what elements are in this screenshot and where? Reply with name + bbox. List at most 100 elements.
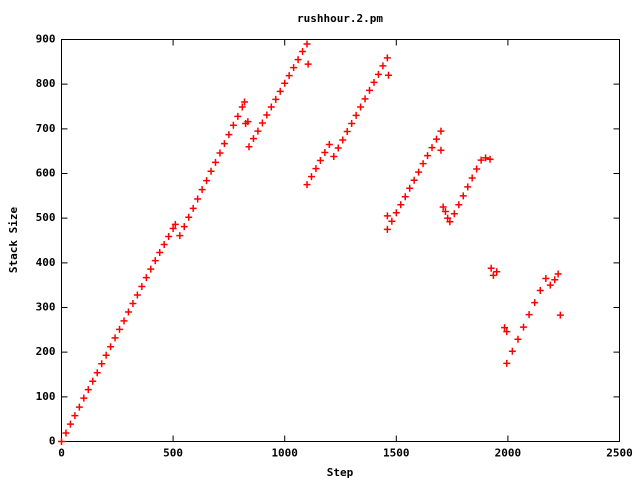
point (384, 71, 392, 79)
point (546, 281, 554, 289)
point (525, 311, 533, 319)
point (312, 165, 320, 173)
point (383, 225, 391, 233)
y-tick-label: 700 (36, 122, 56, 135)
point (180, 223, 188, 231)
point (383, 54, 391, 62)
point (294, 56, 302, 64)
point (348, 119, 356, 127)
point (503, 359, 511, 367)
point (366, 86, 374, 94)
x-axis-label: Step (327, 466, 354, 479)
point (482, 154, 490, 162)
point (147, 265, 155, 273)
point (437, 146, 445, 154)
point (303, 40, 311, 48)
point (276, 87, 284, 95)
x-tick-label: 500 (163, 447, 183, 460)
point (531, 299, 539, 307)
point (334, 144, 342, 152)
point (71, 412, 79, 420)
point (486, 155, 494, 163)
point (554, 270, 562, 278)
point (379, 62, 387, 70)
point (241, 98, 249, 106)
x-tick-label: 1500 (383, 447, 410, 460)
point (406, 184, 414, 192)
point (439, 203, 447, 211)
point (124, 308, 132, 316)
point (225, 131, 233, 139)
y-tick-label: 900 (36, 33, 56, 46)
point (303, 181, 311, 189)
chart-title: rushhour.2.pm (297, 12, 383, 25)
point (258, 119, 266, 127)
point (316, 157, 324, 165)
point (556, 311, 564, 319)
point (75, 403, 83, 411)
point (156, 249, 164, 257)
point (437, 127, 445, 135)
point (325, 140, 333, 148)
point (185, 213, 193, 221)
point (473, 165, 481, 173)
point (307, 173, 315, 181)
point (220, 140, 228, 148)
point (160, 241, 168, 249)
point (216, 149, 224, 157)
y-tick-label: 0 (49, 435, 56, 448)
point (383, 212, 391, 220)
point (111, 334, 119, 342)
point (477, 156, 485, 164)
point (98, 360, 106, 368)
y-tick-label: 400 (36, 256, 56, 269)
point (245, 143, 253, 151)
point (542, 274, 550, 282)
point (116, 325, 124, 333)
point (459, 192, 467, 200)
point (238, 103, 246, 111)
point (304, 60, 312, 68)
point (487, 264, 495, 272)
point (321, 149, 329, 157)
point (281, 79, 289, 87)
point (254, 127, 262, 135)
point (455, 201, 463, 209)
point (343, 128, 351, 136)
point (151, 257, 159, 265)
point (415, 168, 423, 176)
point (229, 121, 237, 129)
point (419, 160, 427, 168)
point (493, 268, 501, 276)
point (370, 78, 378, 86)
point (234, 112, 242, 120)
point (66, 420, 74, 428)
point (446, 218, 454, 226)
point (80, 394, 88, 402)
x-tick-label: 0 (58, 447, 65, 460)
point (129, 299, 137, 307)
plot-frame (61, 39, 620, 442)
point (176, 232, 184, 240)
point (392, 209, 400, 217)
point (138, 283, 146, 291)
point (194, 195, 202, 203)
point (299, 48, 307, 56)
point (165, 232, 173, 240)
point (388, 217, 396, 225)
point (267, 103, 275, 111)
x-tick-label: 2500 (606, 447, 633, 460)
point (244, 118, 252, 126)
point (263, 111, 271, 119)
point (489, 271, 497, 279)
point (339, 136, 347, 144)
point (58, 438, 65, 445)
point (361, 95, 369, 103)
point (444, 214, 452, 222)
point (290, 64, 298, 72)
point (468, 174, 476, 182)
point (428, 144, 436, 152)
point (374, 70, 382, 78)
x-tick-label: 1000 (271, 447, 298, 460)
point (62, 429, 70, 437)
